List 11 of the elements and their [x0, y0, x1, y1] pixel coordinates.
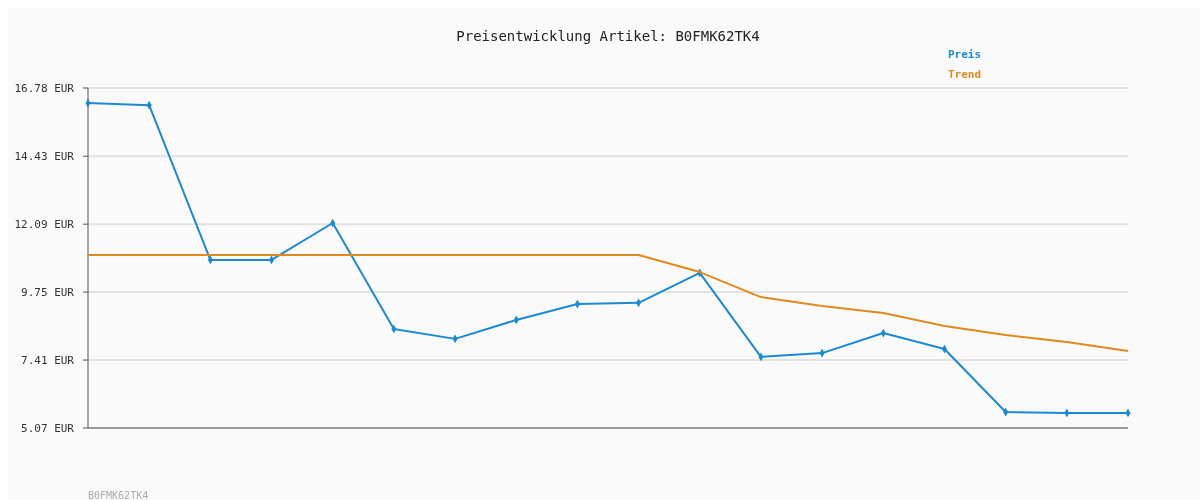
text: B0FMK62TK4 — [88, 490, 149, 500]
text: Trend — [948, 68, 982, 81]
y-tick-label: 9.75 EUR — [21, 285, 75, 299]
y-tick-label: 16.78 EUR — [14, 81, 75, 95]
y-tick-label: 14.43 EUR — [14, 150, 75, 164]
text: Preis — [948, 48, 982, 61]
y-tick-label: 12.09 EUR — [14, 218, 75, 232]
line-series — [87, 253, 1129, 353]
chart-title: Preisentwicklung Artikel: B0FMK62TK4 — [456, 28, 760, 44]
y-tick-label: 5.07 EUR — [21, 421, 75, 435]
y-tick-label: 7.41 EUR — [21, 353, 75, 367]
